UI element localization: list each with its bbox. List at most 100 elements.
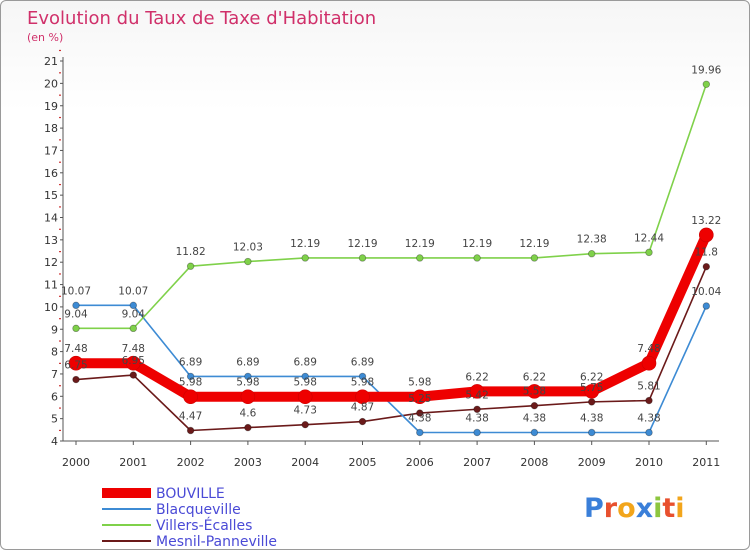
data-label: 7.48 [637, 343, 660, 355]
data-point [702, 262, 710, 271]
data-point [416, 428, 424, 437]
data-label: 11.82 [176, 246, 206, 258]
y-tick-label: 4 [51, 435, 58, 448]
data-point [698, 227, 714, 243]
data-label: 12.19 [347, 238, 377, 250]
data-point [641, 355, 657, 371]
data-point [240, 389, 256, 405]
legend-label: Mesnil-Panneville [156, 534, 277, 549]
brand-letter: r [604, 493, 618, 524]
brand-logo: Proxiti [584, 493, 685, 524]
y-minor-tick [59, 407, 61, 409]
data-label: 10.04 [691, 286, 721, 298]
y-minor-tick [59, 49, 61, 52]
y-tick-label: 9 [51, 323, 58, 336]
data-point [355, 389, 370, 405]
brand-letter: x [636, 493, 653, 524]
data-label: 4.38 [637, 413, 660, 425]
y-minor-tick [59, 273, 61, 275]
legend-label: BOUVILLE [156, 486, 225, 502]
data-point [129, 324, 137, 333]
data-label: 5.98 [236, 377, 259, 389]
y-minor-tick [59, 318, 61, 320]
data-label: 5.81 [637, 381, 660, 393]
legend-label: Blacqueville [156, 502, 241, 518]
data-label: 5.98 [408, 377, 431, 389]
data-label: 12.03 [233, 242, 263, 254]
data-point [530, 254, 539, 262]
y-tick-label: 5 [51, 413, 58, 426]
y-minor-tick [59, 385, 61, 387]
y-minor-tick [59, 429, 61, 432]
data-point [72, 375, 80, 384]
data-label: 9.04 [122, 308, 146, 320]
data-point [68, 355, 84, 371]
data-point [473, 428, 481, 437]
data-point [186, 372, 195, 381]
y-tick-label: 10 [44, 301, 58, 314]
series-layer [68, 80, 714, 437]
data-point [645, 396, 653, 405]
y-tick-label: 7 [51, 368, 58, 381]
data-point [297, 389, 313, 405]
data-point [301, 254, 309, 262]
data-label: 4.47 [179, 410, 202, 422]
data-label: 6.22 [580, 371, 603, 383]
y-minor-tick [59, 183, 61, 186]
data-point [702, 80, 710, 88]
data-point [129, 371, 137, 379]
x-tick-label: 2004 [291, 456, 319, 469]
y-tick-label: 20 [44, 77, 58, 90]
data-label: 6.89 [294, 356, 317, 368]
data-label: 6.95 [122, 355, 145, 367]
y-tick-label: 16 [44, 167, 58, 180]
y-tick-label: 11 [44, 279, 58, 292]
data-label: 10.07 [118, 285, 148, 297]
data-point [530, 401, 539, 410]
data-label: 9.04 [64, 308, 88, 320]
y-tick-label: 6 [51, 390, 58, 403]
data-label: 4.6 [240, 408, 257, 420]
data-point [588, 398, 596, 406]
y-minor-tick [59, 139, 61, 141]
data-point [244, 257, 252, 266]
data-label: 11.8 [695, 247, 718, 259]
data-point [358, 254, 367, 262]
data-point [186, 426, 195, 435]
y-minor-tick [59, 362, 61, 364]
data-point [358, 417, 367, 426]
data-label: 4.87 [351, 402, 374, 414]
x-tick-label: 2007 [463, 456, 491, 469]
data-label: 5.75 [580, 382, 603, 394]
data-point [129, 301, 137, 310]
x-tick-label: 2006 [406, 456, 434, 469]
data-label: 4.38 [523, 413, 546, 425]
data-label: 12.19 [405, 238, 435, 250]
y-minor-tick [59, 206, 61, 208]
data-label: 4.38 [580, 413, 603, 425]
data-point [186, 262, 195, 270]
chart-title: Evolution du Taux de Taxe d'Habitation [27, 8, 376, 29]
data-point [469, 384, 485, 399]
x-tick-label: 2011 [692, 456, 720, 469]
data-point [473, 405, 481, 413]
data-point [358, 372, 367, 381]
data-point [416, 409, 424, 417]
y-minor-tick [59, 340, 61, 342]
series-line-3 [75, 265, 708, 432]
y-tick-label: 17 [44, 144, 58, 157]
series-line-1 [75, 304, 708, 434]
data-point [416, 254, 424, 262]
data-label: 5.98 [179, 377, 202, 389]
data-label: 4.38 [465, 413, 488, 425]
x-tick-label: 2010 [635, 456, 663, 469]
legend: BOUVILLEBlacquevilleVillers-ÉcallesMesni… [102, 486, 277, 549]
data-point [72, 324, 80, 333]
brand-letter: t [662, 493, 675, 524]
data-point [412, 389, 428, 405]
y-minor-tick [59, 116, 61, 119]
data-point [527, 384, 542, 399]
x-tick-label: 2008 [520, 456, 548, 469]
